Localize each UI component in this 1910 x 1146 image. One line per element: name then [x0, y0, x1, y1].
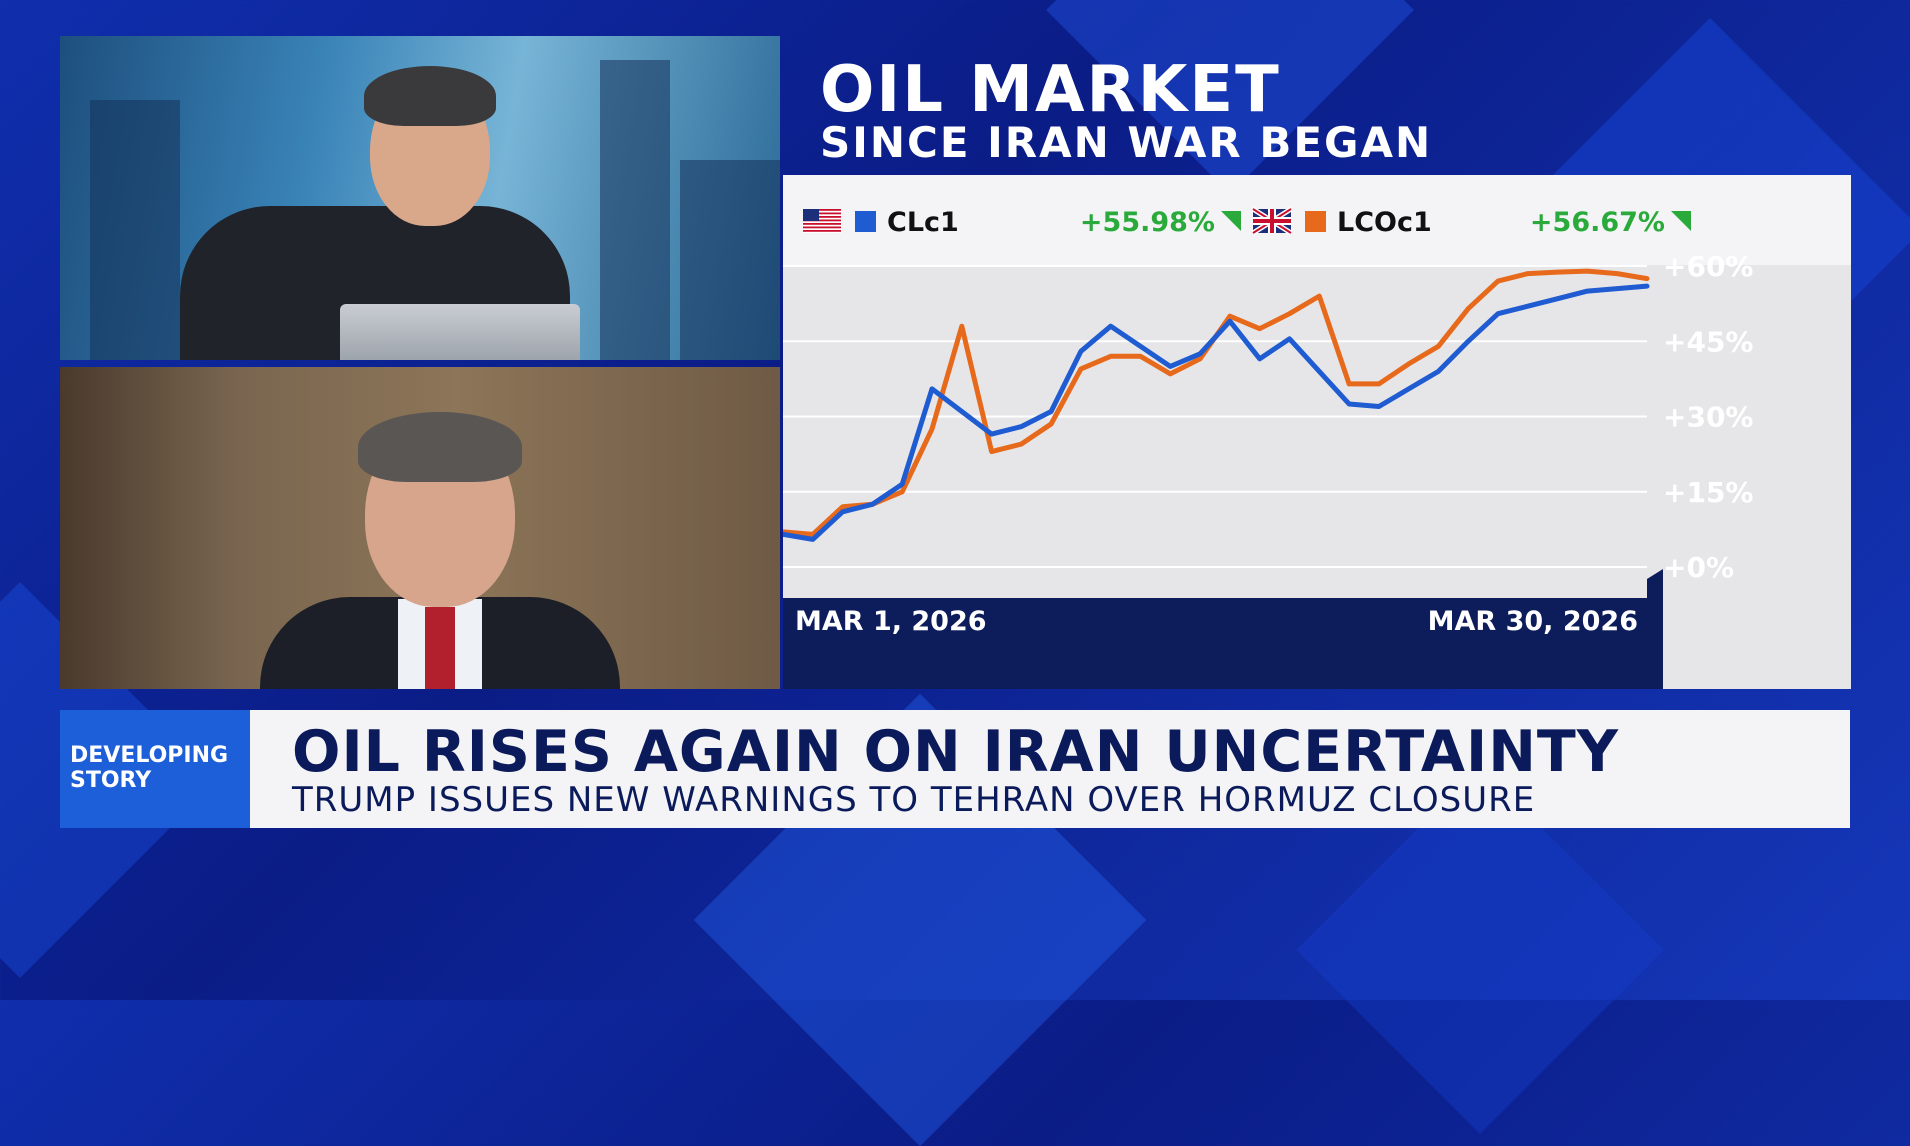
- y-tick-label: +0%: [1663, 551, 1734, 584]
- flag-canton: [803, 209, 819, 221]
- flag-stripe: [803, 216, 841, 218]
- anchor-hair: [364, 66, 496, 126]
- building-silhouette: [680, 160, 780, 360]
- legend-swatch: [855, 211, 876, 232]
- legend-series-name: LCOc1: [1337, 207, 1432, 238]
- chart-subtitle: SINCE IRAN WAR BEGAN: [820, 118, 1433, 167]
- change-arrow-icon: [1671, 211, 1691, 231]
- lower-third-banner: DEVELOPING STORY OIL RISES AGAIN ON IRAN…: [60, 710, 1850, 828]
- building-silhouette: [600, 60, 670, 360]
- guest-tie: [425, 607, 455, 689]
- y-tick-label: +60%: [1663, 250, 1753, 283]
- flag-cross: [1253, 219, 1291, 223]
- developing-story-badge: DEVELOPING STORY: [60, 710, 250, 828]
- flag-stripe: [803, 219, 841, 222]
- chart-panel: CLc1 +55.98% LCOc1 +56.67% MAR 1, 2026 MAR …: [783, 175, 1851, 689]
- subheadline: TRUMP ISSUES NEW WARNINGS TO TEHRAN OVER…: [292, 780, 1536, 820]
- guest-hair: [358, 412, 522, 482]
- chart-legend: CLc1 +55.98% LCOc1 +56.67%: [803, 206, 1691, 238]
- flag-stripe: [803, 212, 841, 215]
- building-silhouette: [90, 100, 180, 360]
- headline: OIL RISES AGAIN ON IRAN UNCERTAINTY: [292, 719, 1620, 785]
- us-flag-icon: [803, 209, 841, 233]
- oil-price-chart: CLc1 +55.98% LCOc1 +56.67% MAR 1, 2026 MAR …: [783, 175, 1851, 689]
- anchor-video-feed: [60, 36, 780, 360]
- legend-change-value: +55.98%: [1080, 207, 1215, 238]
- uk-flag-icon: [1251, 206, 1293, 236]
- badge-line-1: DEVELOPING: [70, 743, 229, 768]
- flag-stripe: [803, 223, 841, 225]
- legend-change-value: +56.67%: [1530, 207, 1665, 238]
- y-tick-label: +45%: [1663, 325, 1753, 358]
- flag-stripe: [803, 209, 841, 211]
- guest-video-feed: [60, 367, 780, 689]
- series-line-clc1: [783, 283, 1650, 542]
- legend-item-clc1: CLc1 +55.98%: [803, 207, 1241, 238]
- legend-series-name: CLc1: [887, 207, 959, 238]
- change-arrow-icon: [1221, 211, 1241, 231]
- y-tick-label: +15%: [1663, 476, 1753, 509]
- flag-stripe: [803, 226, 841, 229]
- chart-title: OIL MARKET: [820, 53, 1281, 127]
- x-end-label: MAR 30, 2026: [1428, 606, 1638, 637]
- y-tick-label: +30%: [1663, 401, 1753, 434]
- flag-stripe: [803, 230, 841, 232]
- legend-item-lcoc1: LCOc1 +56.67%: [1251, 206, 1691, 238]
- chart-lines: [783, 268, 1650, 542]
- legend-swatch: [1305, 211, 1326, 232]
- x-start-label: MAR 1, 2026: [795, 606, 987, 637]
- badge-line-2: STORY: [70, 768, 152, 793]
- x-axis-band: [783, 569, 1663, 689]
- y-axis-ticks: +0% +15% +30% +45% +60%: [1663, 250, 1753, 584]
- laptop: [340, 304, 580, 360]
